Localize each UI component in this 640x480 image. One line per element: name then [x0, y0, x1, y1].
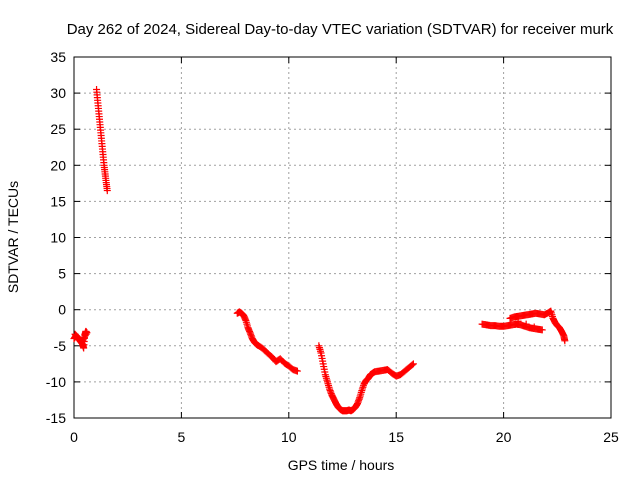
data-point — [409, 360, 417, 368]
x-tick-label: 25 — [603, 429, 619, 445]
data-point — [71, 330, 79, 338]
y-tick-label: -5 — [54, 338, 67, 354]
y-tick-label: 15 — [50, 193, 66, 209]
data-point — [561, 337, 569, 345]
series-seg1 — [70, 327, 91, 352]
chart-title: Day 262 of 2024, Sidereal Day-to-day VTE… — [67, 21, 614, 38]
series-seg2 — [93, 85, 111, 195]
y-tick-label: 10 — [50, 230, 66, 246]
y-tick-label: -10 — [46, 374, 66, 390]
x-tick-label: 5 — [178, 429, 186, 445]
x-tick-label: 0 — [70, 429, 78, 445]
grid — [74, 57, 611, 418]
y-tick-label: 25 — [50, 121, 66, 137]
y-tick-label: 30 — [50, 85, 66, 101]
x-tick-label: 15 — [388, 429, 404, 445]
plot-frame — [73, 56, 612, 419]
y-axis-label: SDTVAR / TECUs — [5, 181, 21, 293]
y-tick-label: 20 — [50, 157, 66, 173]
series-seg5 — [478, 307, 569, 345]
data-point — [538, 326, 546, 334]
series-seg4 — [315, 342, 417, 415]
y-tick-label: 5 — [58, 266, 66, 282]
y-tick-label: -15 — [46, 410, 66, 426]
data-point — [103, 187, 111, 195]
data-point — [522, 320, 530, 328]
data-point — [293, 367, 301, 375]
data-point — [530, 323, 538, 331]
y-tick-label: 0 — [58, 302, 66, 318]
y-tick-label: 35 — [50, 49, 66, 65]
x-tick-label: 20 — [496, 429, 512, 445]
x-axis-label: GPS time / hours — [288, 457, 395, 473]
axis-ticks: 0 5 10 15 20 25 -15 -10 -5 0 5 10 15 20 25 30 35 — [46, 49, 619, 445]
data-point — [408, 361, 416, 369]
x-tick-label: 10 — [281, 429, 297, 445]
data-points — [70, 85, 569, 415]
series-seg3 — [233, 308, 301, 375]
